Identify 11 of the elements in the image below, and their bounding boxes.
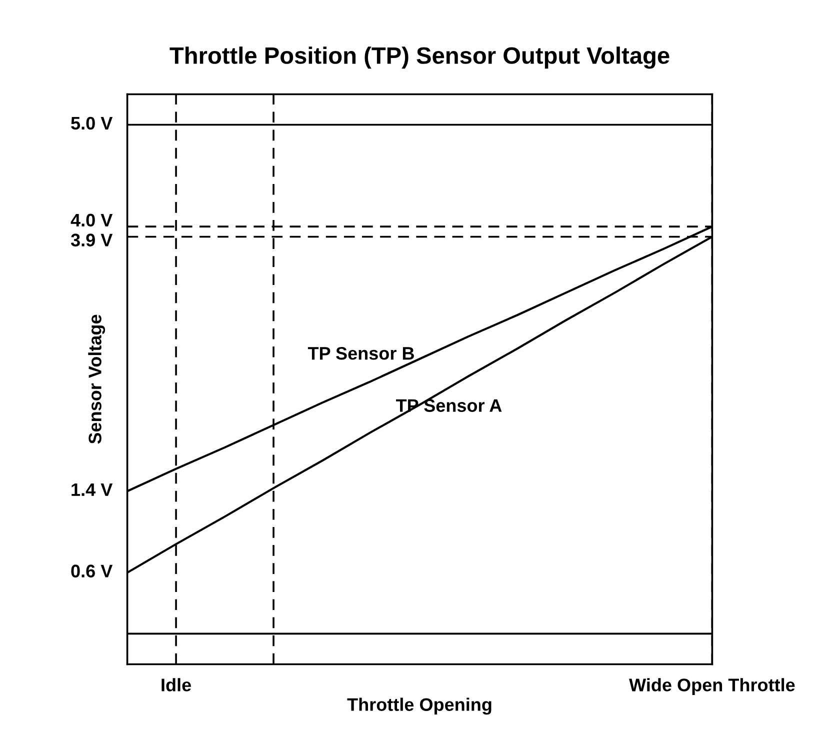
y-tick-label: 5.0 V	[71, 116, 113, 130]
series-label: TP Sensor B	[308, 346, 414, 360]
y-tick-label: 4.0 V	[70, 214, 113, 227]
x-axis-title: Throttle Opening	[347, 698, 492, 715]
x-tick-label: Idle	[162, 678, 191, 692]
y-tick-label: 3.9 V	[70, 234, 113, 246]
chart-title: Throttle Position (TP) Sensor Output Voltage	[170, 46, 670, 69]
y-axis-title: Sensor Voltage	[88, 314, 106, 444]
y-tick-label: 1.4 V	[72, 483, 113, 496]
x-tick-label: Wide Open Throttle	[629, 678, 795, 695]
y-tick-label: 0.6 V	[71, 564, 113, 578]
